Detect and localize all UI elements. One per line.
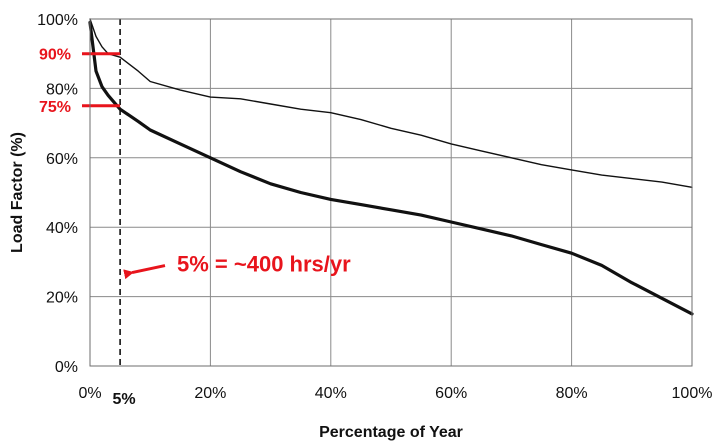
x-tick-label: 60% [435,385,467,402]
axis-ticks: 0% 20% 40% 60% 80% 100% 0% 20% 40% 60% 80% 100% [37,12,712,402]
annotation-text: 5% = ~400 hrs/yr [177,252,351,277]
x-axis-title: Percentage of Year [319,424,463,441]
y-tick-label: 0% [55,359,78,376]
x-tick-label: 0% [78,385,101,402]
x-tick-label: 100% [672,385,713,402]
x-tick-label: 20% [194,385,226,402]
plot-frame [89,18,693,367]
series-line-thin [89,18,693,188]
marker-label-90: 90% [39,47,71,64]
series-group [88,18,694,316]
series-line-thick [88,20,694,316]
x-tick-label: 80% [556,385,588,402]
grid [90,19,692,366]
y-tick-label: 60% [46,151,78,168]
y-axis-title: Load Factor (%) [9,132,26,253]
y-tick-label: 80% [46,81,78,98]
annotation-arrow [123,264,166,280]
overlay-group: 5% 90% 75% 5% = ~400 hrs/yr [39,19,351,408]
marker-label-75: 75% [39,99,71,116]
five-percent-label: 5% [113,391,136,408]
y-tick-label: 20% [46,290,78,307]
y-tick-label: 40% [46,220,78,237]
y-tick-label: 100% [37,12,78,29]
x-tick-label: 40% [315,385,347,402]
